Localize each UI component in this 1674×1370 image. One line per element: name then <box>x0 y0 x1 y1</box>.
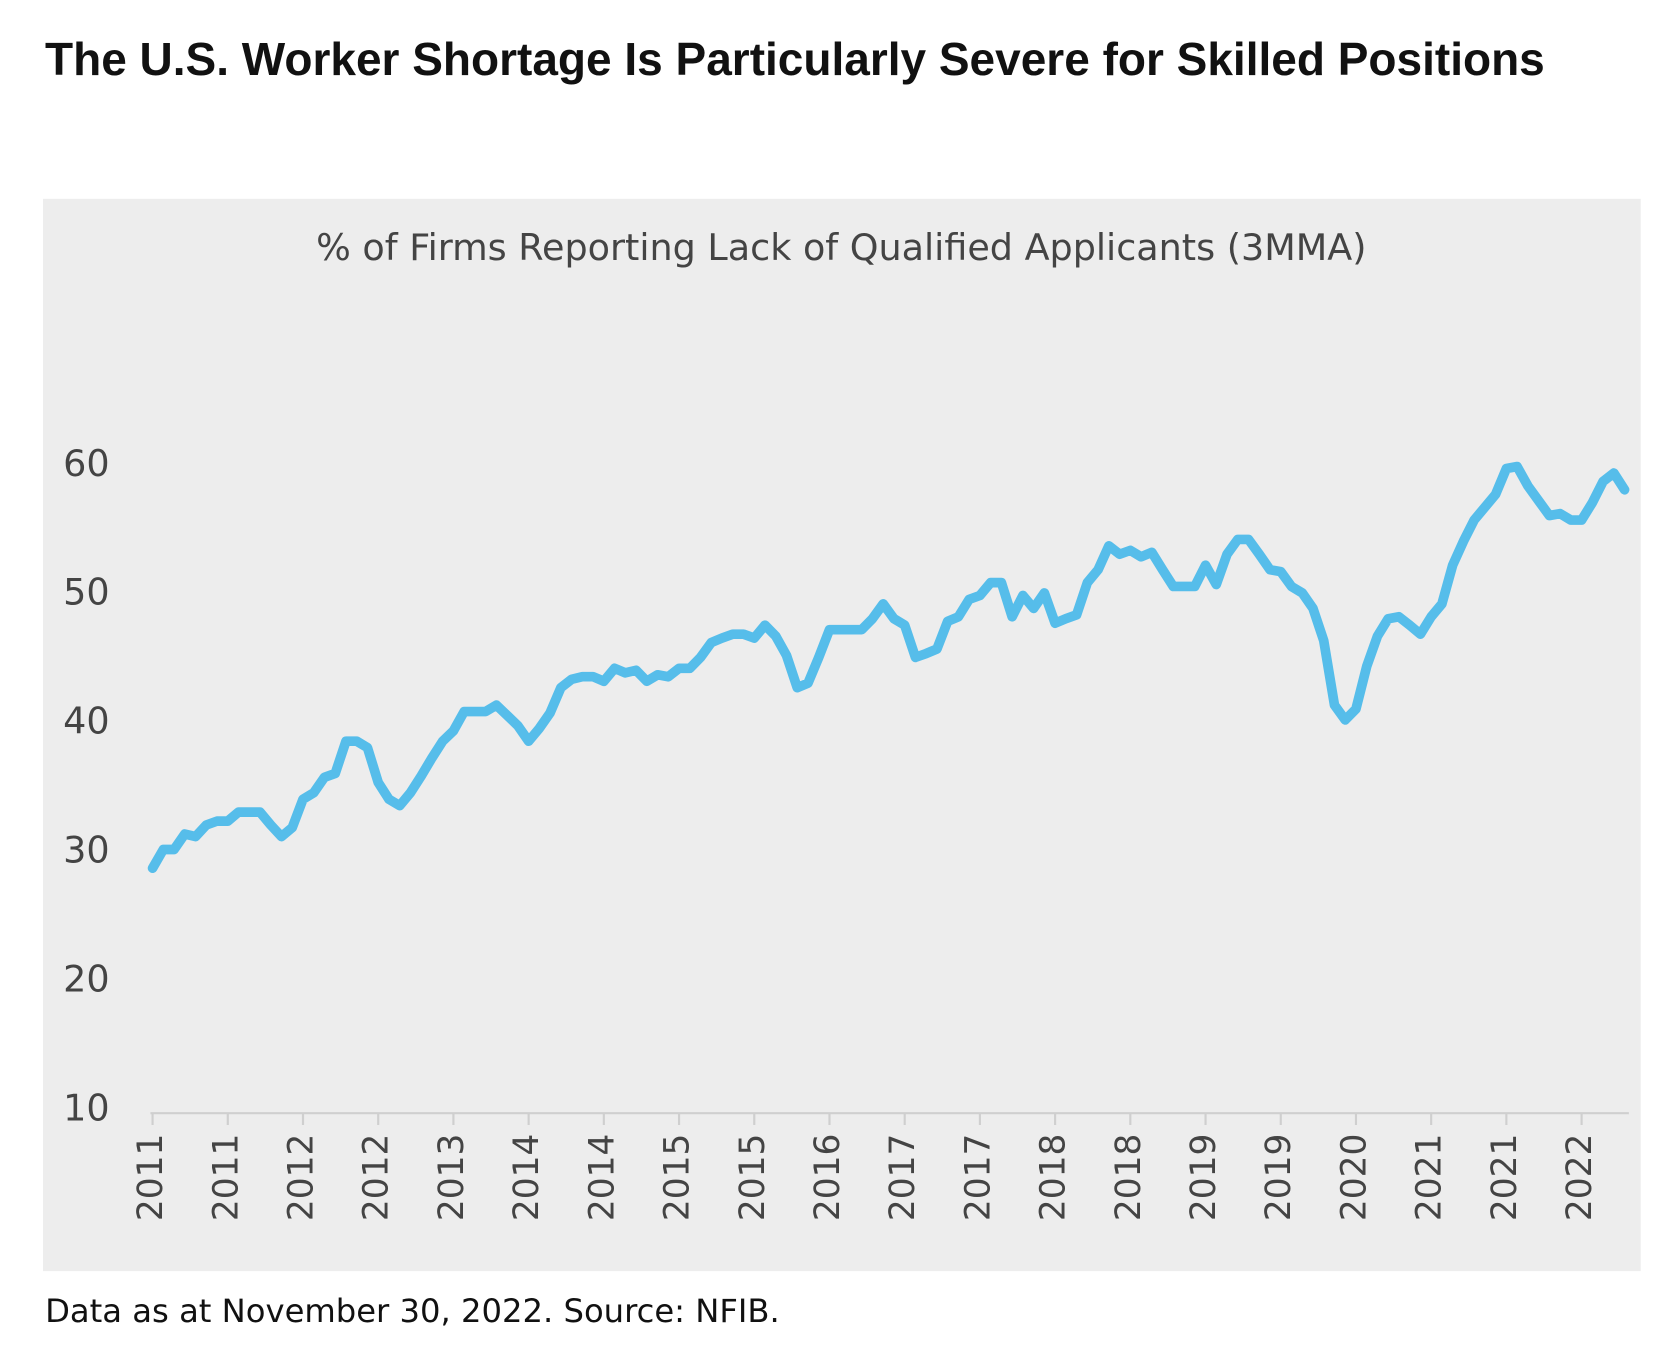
x-tick-label: 2011 <box>206 1134 246 1221</box>
chart-title: The U.S. Worker Shortage Is Particularly… <box>45 33 1545 85</box>
x-tick-label: 2012 <box>357 1134 397 1221</box>
x-tick-label: 2015 <box>733 1134 773 1221</box>
x-tick-label: 2018 <box>1034 1134 1074 1221</box>
x-tick-label: 2020 <box>1334 1134 1374 1221</box>
x-tick-label: 2021 <box>1410 1134 1450 1221</box>
x-tick-label: 2013 <box>432 1134 472 1221</box>
x-tick-label: 2011 <box>131 1134 171 1221</box>
x-tick-label: 2021 <box>1485 1134 1525 1221</box>
x-tick-label: 2022 <box>1560 1134 1600 1221</box>
line <box>147 461 1630 874</box>
x-tick-label: 2019 <box>1184 1134 1224 1221</box>
footnote: Data as at November 30, 2022. Source: NF… <box>45 1292 780 1330</box>
y-tick-label: 50 <box>63 571 109 614</box>
x-tick-label: 2014 <box>582 1134 622 1221</box>
x-tick-label: 2017 <box>883 1134 923 1221</box>
chart-subtitle: % of Firms Reporting Lack of Qualified A… <box>316 226 1366 269</box>
y-tick-label: 20 <box>63 958 109 1001</box>
x-tick-label: 2017 <box>958 1134 998 1221</box>
x-tick-label: 2016 <box>808 1134 848 1221</box>
x-tick-label: 2015 <box>658 1134 698 1221</box>
y-tick-label: 10 <box>63 1086 109 1129</box>
x-tick-label: 2012 <box>281 1134 321 1221</box>
x-tick-label: 2014 <box>507 1134 547 1221</box>
y-tick-label: 60 <box>63 442 109 485</box>
x-tick-label: 2019 <box>1259 1134 1299 1221</box>
y-tick-label: 30 <box>63 829 109 872</box>
x-tick-label: 2018 <box>1109 1134 1149 1221</box>
y-tick-label: 40 <box>63 700 109 743</box>
plot-background <box>42 198 1641 1272</box>
